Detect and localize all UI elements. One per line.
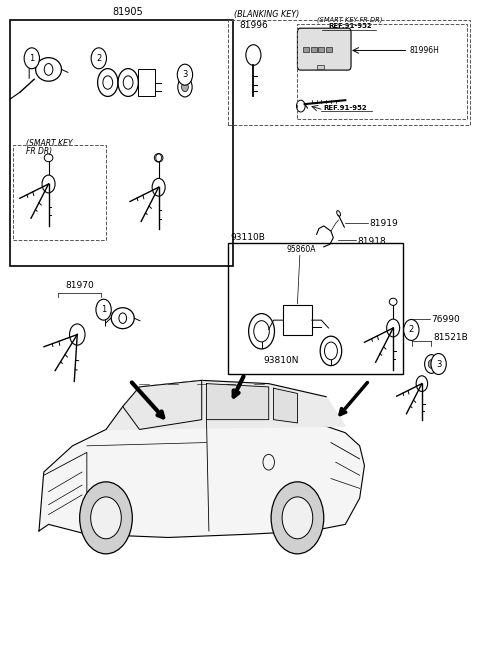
Text: 93810N: 93810N [263,356,299,365]
Circle shape [24,48,39,69]
FancyBboxPatch shape [298,28,351,70]
Text: 2: 2 [408,325,414,335]
Bar [303,47,309,52]
Circle shape [181,83,188,92]
Circle shape [91,48,107,69]
Text: 81996H: 81996H [410,46,440,55]
Circle shape [96,299,111,320]
Bar [317,65,324,69]
Circle shape [80,482,132,554]
Circle shape [271,482,324,554]
Text: 93110B: 93110B [230,233,265,241]
Text: 3: 3 [182,70,188,79]
Text: 81918: 81918 [357,237,386,246]
Bar [326,47,332,52]
Text: (SMART KEY FR DR): (SMART KEY FR DR) [317,16,383,23]
Bar [283,305,312,335]
Bar [319,47,324,52]
Circle shape [431,354,446,375]
Bar [138,69,155,96]
Text: FR DR): FR DR) [25,148,52,157]
Polygon shape [123,380,202,430]
Text: 1: 1 [29,54,35,63]
Circle shape [91,497,121,539]
Text: (BLANKING KEY): (BLANKING KEY) [234,10,299,19]
Text: 81905: 81905 [112,7,143,17]
Bar [12,145,106,239]
Polygon shape [206,384,269,420]
Bar [298,24,468,119]
Text: 76990: 76990 [432,315,460,324]
Text: 81996: 81996 [239,21,268,30]
Polygon shape [106,380,345,430]
Text: REF.91-952: REF.91-952 [328,24,372,30]
Bar [228,243,403,374]
Polygon shape [39,420,364,537]
Bar [10,20,233,266]
Text: 95860A: 95860A [287,245,316,254]
Text: 2: 2 [96,54,101,63]
Text: 3: 3 [436,359,441,369]
Bar [228,20,470,125]
Text: 1: 1 [101,305,106,314]
Circle shape [282,497,313,539]
Circle shape [428,359,434,369]
Circle shape [177,64,192,85]
Circle shape [404,319,419,340]
Text: (SMART KEY: (SMART KEY [25,139,72,148]
Polygon shape [274,388,298,423]
Text: 81970: 81970 [65,281,94,290]
Text: REF.91-952: REF.91-952 [324,105,367,111]
Text: 81919: 81919 [369,218,398,228]
Bar [311,47,317,52]
Text: 81521B: 81521B [434,333,468,342]
